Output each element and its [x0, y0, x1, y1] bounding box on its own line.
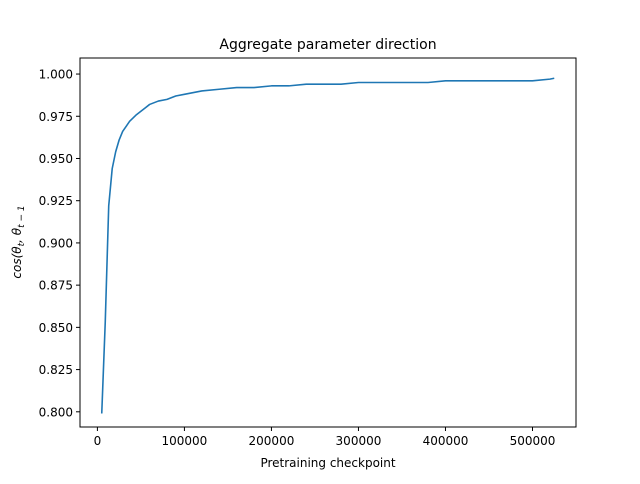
- y-tick-label: 0.950: [39, 152, 73, 166]
- y-tick-label: 0.975: [39, 110, 73, 124]
- y-tick-label: 0.825: [39, 363, 73, 377]
- axes-frame: [79, 57, 577, 428]
- y-tick-label: 0.875: [39, 279, 73, 293]
- x-tick-label: 100000: [162, 434, 208, 448]
- plot-area: 0 100000 200000 300000 400000 500000 0.800 0.82…: [39, 68, 556, 448]
- y-axis-label: cos(θt, θt − 1: [10, 205, 27, 278]
- x-axis-label: Pretraining checkpoint: [260, 456, 395, 470]
- chart-title: Aggregate parameter direction: [219, 37, 436, 53]
- x-tick-label: 0: [94, 434, 102, 448]
- x-tick-label: 200000: [249, 434, 295, 448]
- y-tick-label: 0.800: [39, 405, 73, 419]
- y-tick-label: 1.000: [39, 68, 73, 82]
- x-tick-label: 400000: [423, 434, 469, 448]
- y-tick-label: 0.900: [39, 236, 73, 250]
- x-tick-label: 300000: [336, 434, 382, 448]
- x-tick-label: 500000: [510, 434, 556, 448]
- y-tick-label: 0.850: [39, 321, 73, 335]
- y-tick-label: 0.925: [39, 194, 73, 208]
- series-line: [100, 77, 555, 414]
